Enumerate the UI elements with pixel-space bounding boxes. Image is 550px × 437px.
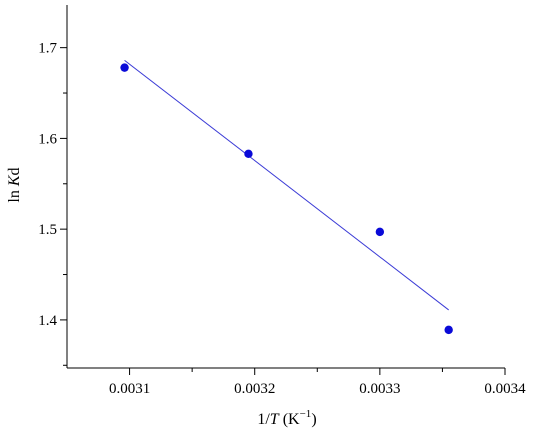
data-point xyxy=(244,149,253,159)
fit-line xyxy=(124,59,449,311)
data-point xyxy=(375,227,385,237)
y-tick-label: 1.7 xyxy=(38,41,57,57)
data-point xyxy=(444,325,453,335)
x-tick-label: 0.0032 xyxy=(234,381,275,397)
data-point xyxy=(120,63,129,72)
x-tick-label: 0.0034 xyxy=(484,381,526,397)
x-axis-title: 1/T (K−1) xyxy=(257,408,316,428)
y-tick-label: 1.5 xyxy=(38,222,57,238)
y-tick-label: 1.4 xyxy=(38,313,57,329)
x-tick-label: 0.0031 xyxy=(109,381,150,397)
series xyxy=(120,59,453,335)
x-ticks: 0.0031 0.0032 0.0033 0.0034 xyxy=(109,368,526,397)
y-axis-title: ln Kd xyxy=(6,167,23,202)
y-ticks: 1.4 1.5 1.6 1.7 xyxy=(38,41,67,366)
x-tick-label: 0.0033 xyxy=(359,381,400,397)
axes xyxy=(66,5,505,369)
y-tick-label: 1.6 xyxy=(38,131,57,147)
